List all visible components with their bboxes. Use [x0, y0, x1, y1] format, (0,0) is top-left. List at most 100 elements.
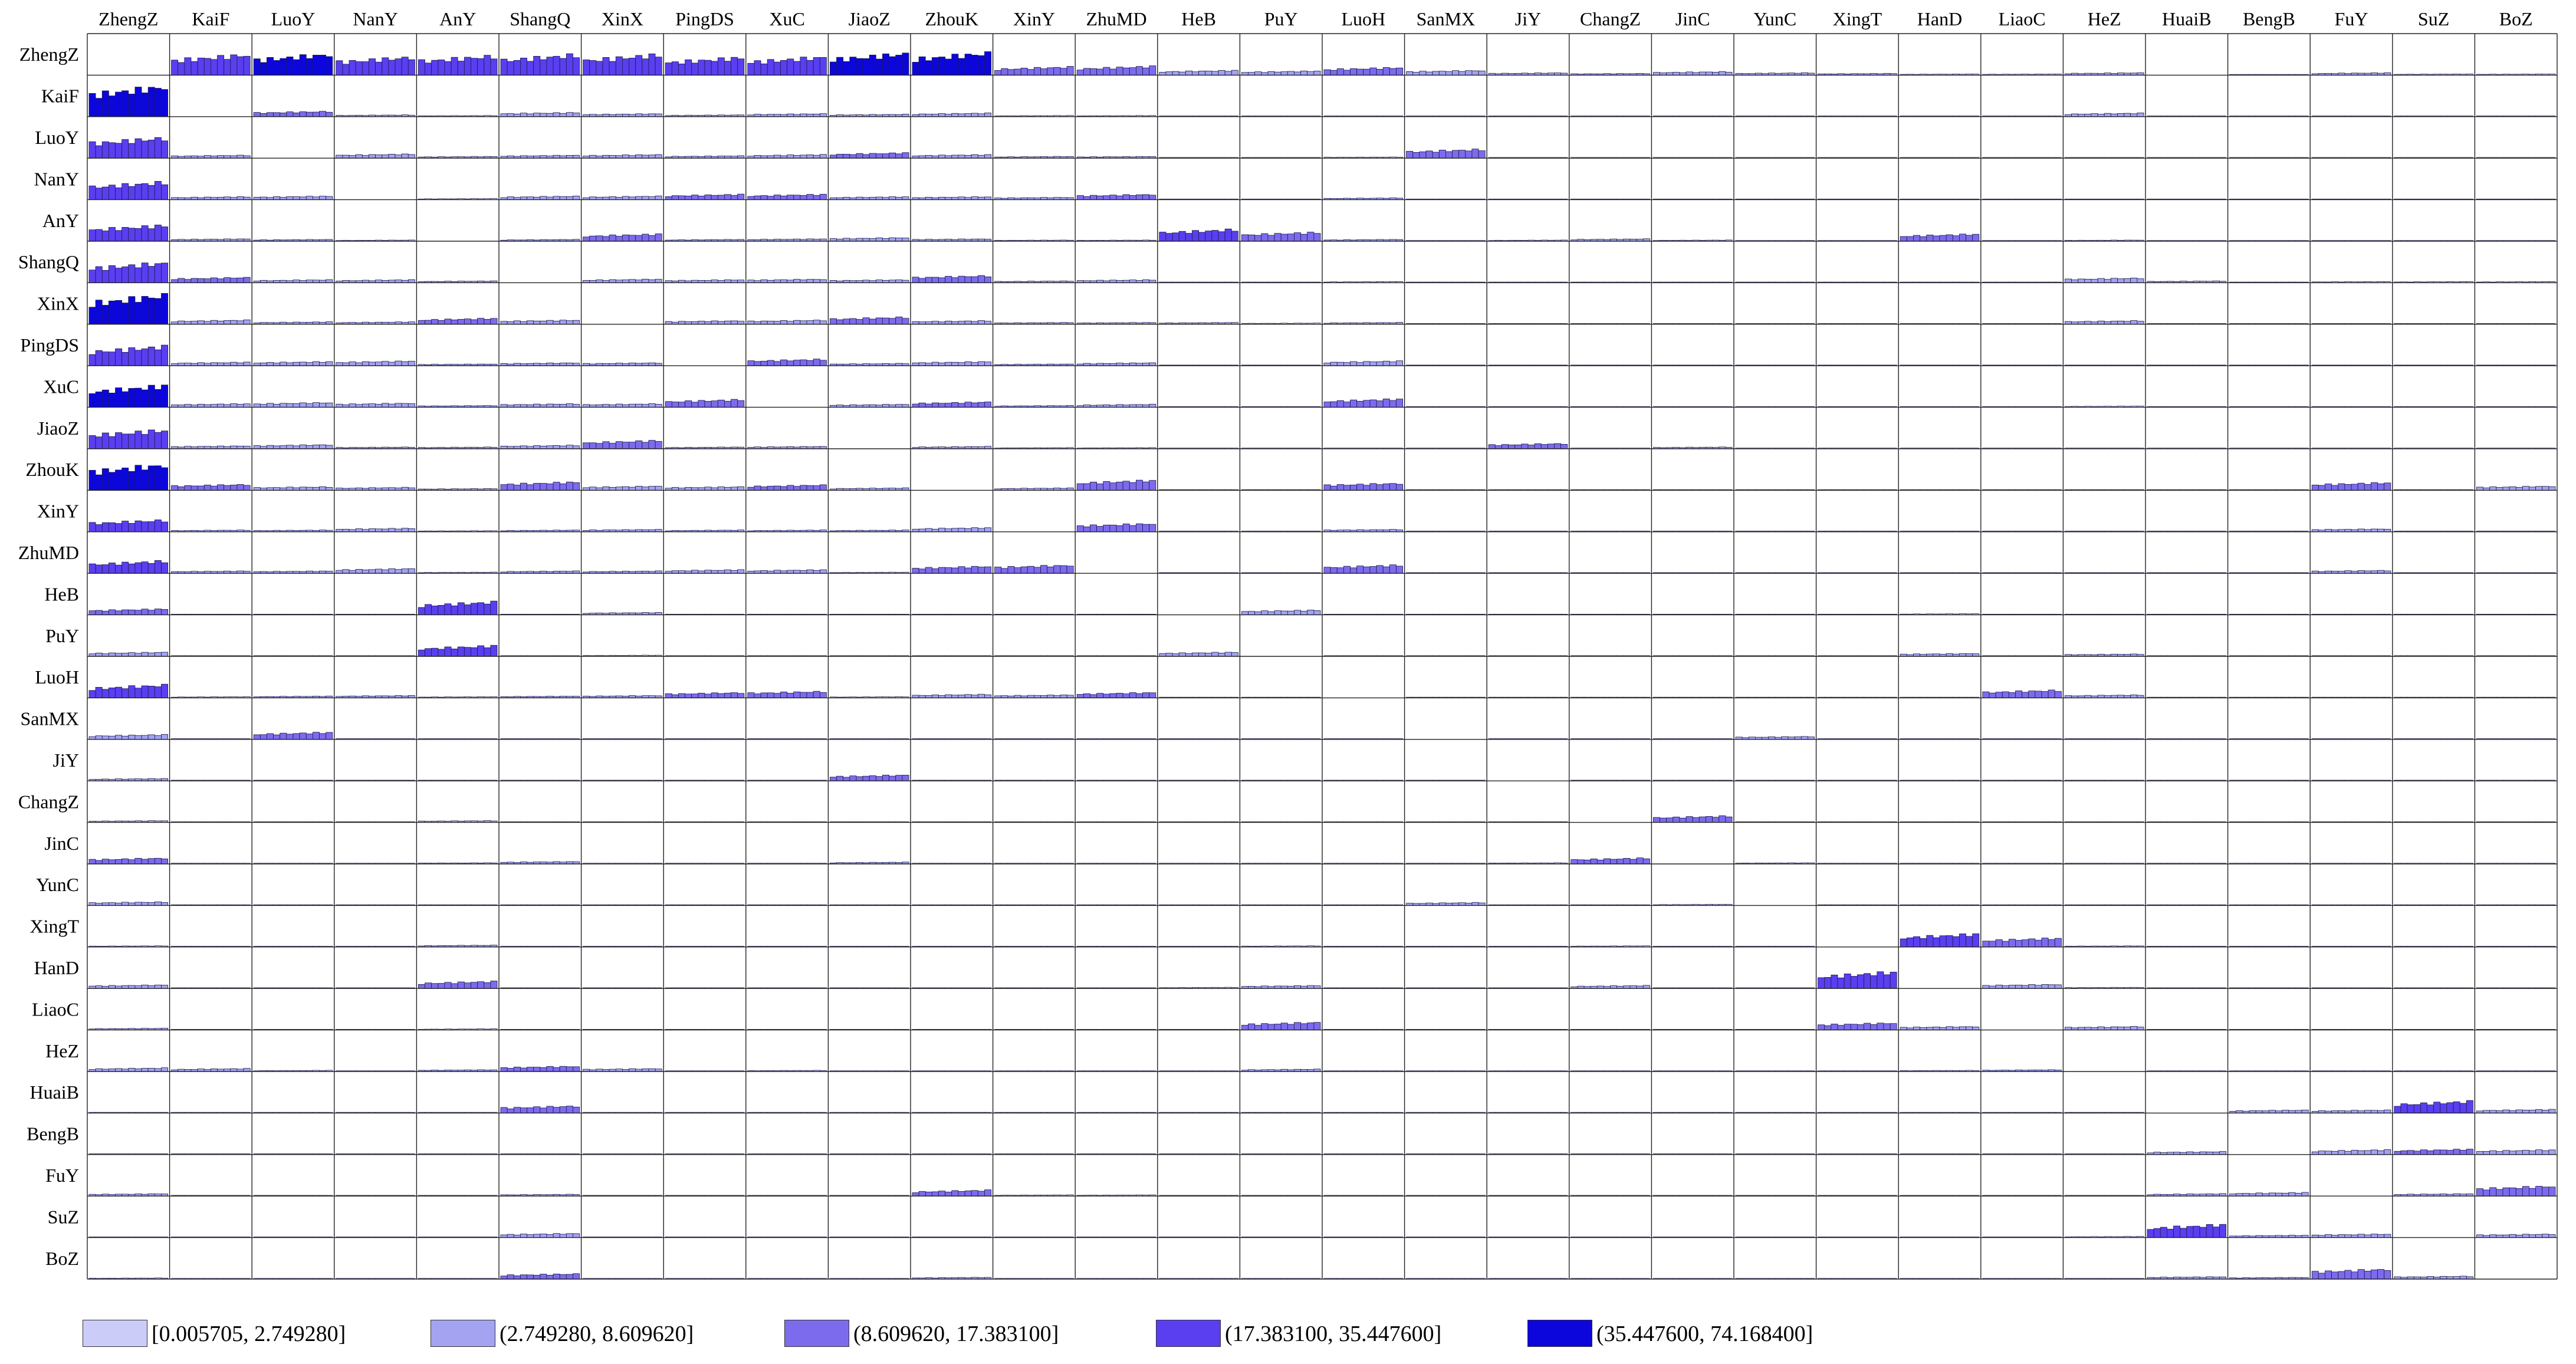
bar	[902, 404, 909, 407]
bar	[382, 155, 389, 159]
bar	[1323, 484, 1331, 491]
bar	[1350, 399, 1358, 407]
bar	[1274, 233, 1282, 242]
bar	[88, 354, 96, 366]
bar	[101, 610, 109, 615]
bar	[1294, 232, 1301, 242]
bar	[1307, 610, 1315, 616]
bar	[197, 320, 205, 325]
bar	[1685, 71, 1693, 75]
bar	[369, 528, 376, 533]
bar	[773, 485, 781, 491]
bar	[875, 58, 883, 75]
bar	[128, 296, 136, 325]
bar	[382, 403, 389, 408]
bar	[108, 609, 116, 616]
bar	[236, 196, 244, 200]
bar	[704, 487, 712, 491]
bar	[958, 196, 965, 200]
bar	[388, 361, 396, 366]
bar	[2509, 486, 2516, 491]
column-label: HeZ	[2088, 8, 2121, 29]
bar	[1261, 610, 1269, 616]
bar	[958, 321, 965, 325]
bar	[602, 155, 610, 159]
bar	[1192, 230, 1199, 242]
bar	[108, 96, 116, 117]
bar	[101, 522, 109, 533]
bar	[1540, 444, 1548, 449]
bar	[875, 317, 883, 325]
bar	[299, 487, 307, 491]
bar	[147, 652, 155, 657]
bar	[224, 485, 231, 491]
bar	[438, 649, 445, 657]
bar	[856, 153, 863, 159]
bar	[813, 279, 820, 283]
bar	[355, 61, 363, 75]
bar	[717, 570, 725, 574]
bar	[984, 276, 991, 283]
bar	[1432, 71, 1440, 75]
bar	[1034, 67, 1041, 75]
bar	[121, 90, 129, 117]
bar	[2377, 483, 2385, 491]
bar	[984, 113, 991, 117]
bar	[1165, 71, 1173, 75]
bar	[566, 445, 573, 449]
bar	[1136, 523, 1143, 533]
bar	[1396, 399, 1403, 408]
bar	[1248, 611, 1256, 615]
bar	[490, 645, 498, 657]
bar	[1020, 566, 1028, 574]
bar	[305, 445, 313, 449]
bar	[602, 404, 610, 408]
row-label: XinY	[37, 501, 79, 522]
bar	[635, 235, 643, 242]
bar	[875, 280, 883, 283]
bar	[671, 402, 679, 407]
bar	[1142, 524, 1150, 533]
bar	[273, 196, 281, 201]
bar	[1053, 67, 1061, 75]
bar	[698, 60, 705, 75]
bar	[553, 482, 560, 491]
bar	[1389, 361, 1397, 366]
bar	[589, 235, 597, 242]
bar	[793, 570, 801, 574]
bar	[326, 487, 333, 491]
bar	[1959, 234, 1966, 242]
bar	[1159, 232, 1167, 242]
bar	[1280, 234, 1288, 242]
row-label: HuaiB	[29, 1082, 79, 1103]
bar	[1076, 195, 1084, 200]
bar	[184, 404, 192, 408]
bar	[299, 402, 307, 407]
bar	[945, 528, 952, 533]
bar	[629, 403, 636, 408]
bar	[635, 55, 643, 75]
bar	[500, 58, 508, 75]
bar	[737, 321, 745, 325]
bar	[401, 568, 409, 574]
bar	[121, 139, 129, 159]
bar	[293, 280, 300, 283]
bar	[938, 113, 946, 117]
column-label: ShangQ	[510, 8, 570, 29]
bar	[1109, 524, 1117, 533]
bar	[408, 361, 415, 366]
bar	[88, 470, 96, 491]
bar	[178, 62, 185, 75]
bar	[1356, 362, 1364, 366]
bar	[1946, 234, 1953, 242]
bar	[319, 403, 327, 407]
bar	[273, 60, 281, 75]
bar	[655, 154, 662, 159]
bar	[912, 277, 919, 283]
bar	[520, 445, 527, 449]
bar	[642, 196, 649, 200]
bar	[787, 195, 794, 201]
row-label: FuY	[45, 1165, 79, 1186]
bar	[1376, 69, 1384, 75]
